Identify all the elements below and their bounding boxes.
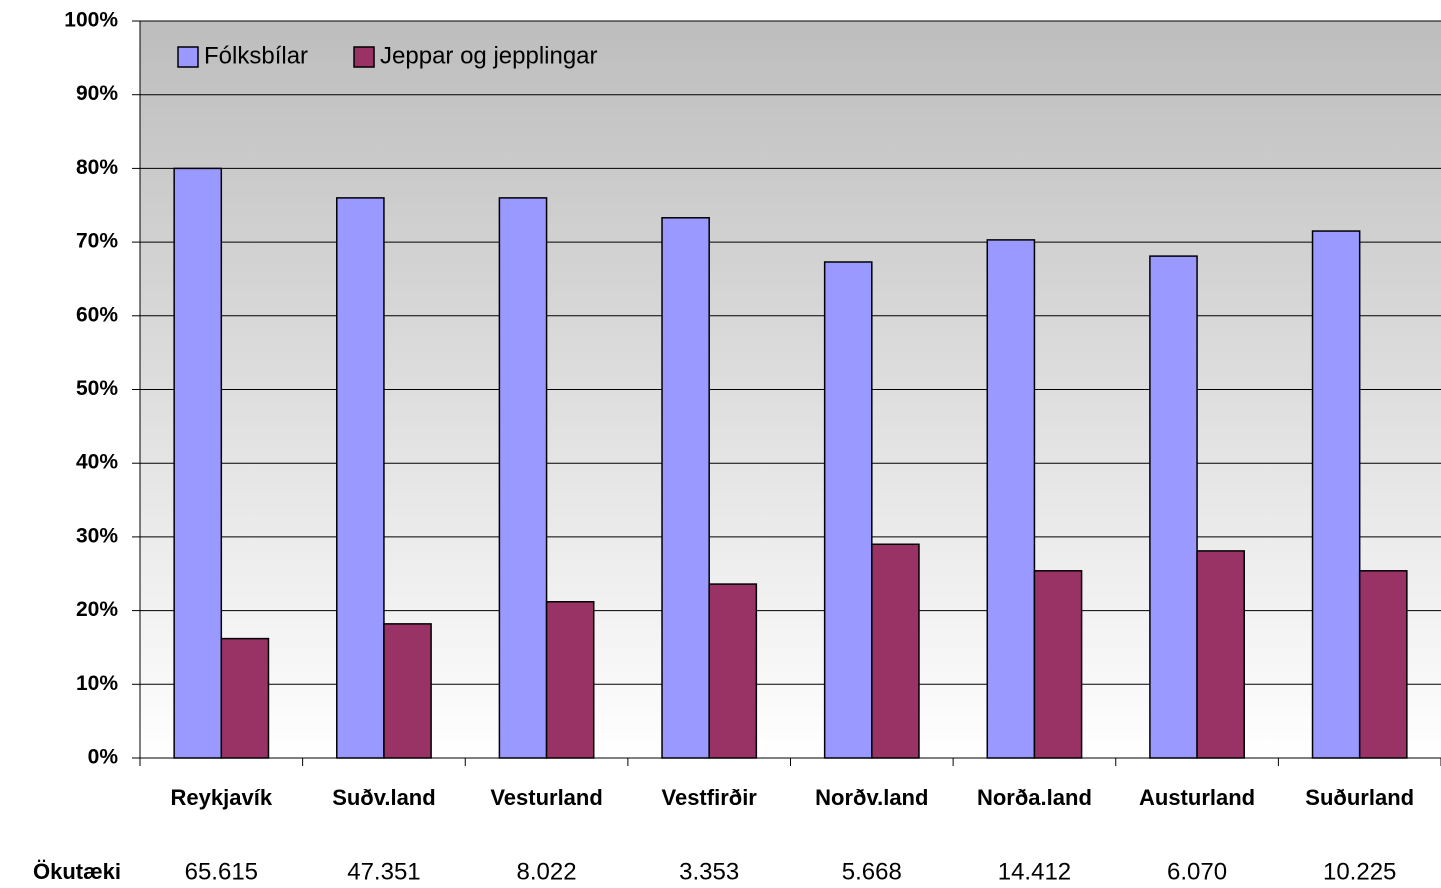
bar xyxy=(986,239,1036,759)
bar xyxy=(220,637,270,759)
bar xyxy=(1358,570,1408,759)
bar xyxy=(1311,230,1361,759)
bar xyxy=(383,623,432,759)
y-tick-label: 70% xyxy=(76,230,118,253)
legend-label: Fólksbílar xyxy=(204,42,308,69)
bar xyxy=(545,601,595,759)
x-tick-label: Suðurland xyxy=(1305,785,1414,810)
row-value: 6.070 xyxy=(1167,858,1227,885)
row-value: 47.351 xyxy=(347,858,420,885)
y-tick-label: 10% xyxy=(76,672,118,695)
y-tick-label: 60% xyxy=(76,303,118,326)
x-tick-label: Austurland xyxy=(1139,785,1255,810)
row-value: 14.412 xyxy=(998,858,1071,885)
x-tick-label: Vestfirðir xyxy=(662,785,758,810)
x-tick-label: Suðv.land xyxy=(332,785,436,810)
y-tick-label: 30% xyxy=(76,524,118,547)
row-value: 3.353 xyxy=(679,858,739,885)
bar xyxy=(708,583,758,759)
row-label: Ökutæki xyxy=(33,859,121,884)
legend-swatch xyxy=(353,46,375,68)
row-value: 10.225 xyxy=(1323,858,1396,885)
x-tick-label: Norðv.land xyxy=(815,785,928,810)
y-tick-label: 90% xyxy=(76,82,118,105)
legend-swatch xyxy=(177,46,199,68)
row-value: 8.022 xyxy=(517,858,577,885)
bar xyxy=(1149,255,1198,759)
row-value: 65.615 xyxy=(185,858,258,885)
y-tick-label: 0% xyxy=(88,746,119,769)
y-tick-label: 20% xyxy=(76,598,118,621)
x-tick-label: Norða.land xyxy=(977,785,1092,810)
legend-label: Jeppar og jepplingar xyxy=(380,42,598,69)
bar xyxy=(871,543,920,759)
bar xyxy=(823,261,873,759)
row-value: 5.668 xyxy=(842,858,902,885)
x-tick-label: Vesturland xyxy=(490,785,602,810)
y-tick-label: 100% xyxy=(64,9,118,32)
bar xyxy=(336,197,385,759)
bar xyxy=(1033,570,1083,759)
y-tick-label: 40% xyxy=(76,451,118,474)
bar xyxy=(498,197,548,759)
x-tick-label: Reykjavík xyxy=(171,785,273,810)
y-tick-label: 80% xyxy=(76,156,118,179)
y-tick-label: 50% xyxy=(76,377,118,400)
bar xyxy=(173,167,223,759)
bar xyxy=(1196,550,1245,759)
bar xyxy=(661,217,710,759)
